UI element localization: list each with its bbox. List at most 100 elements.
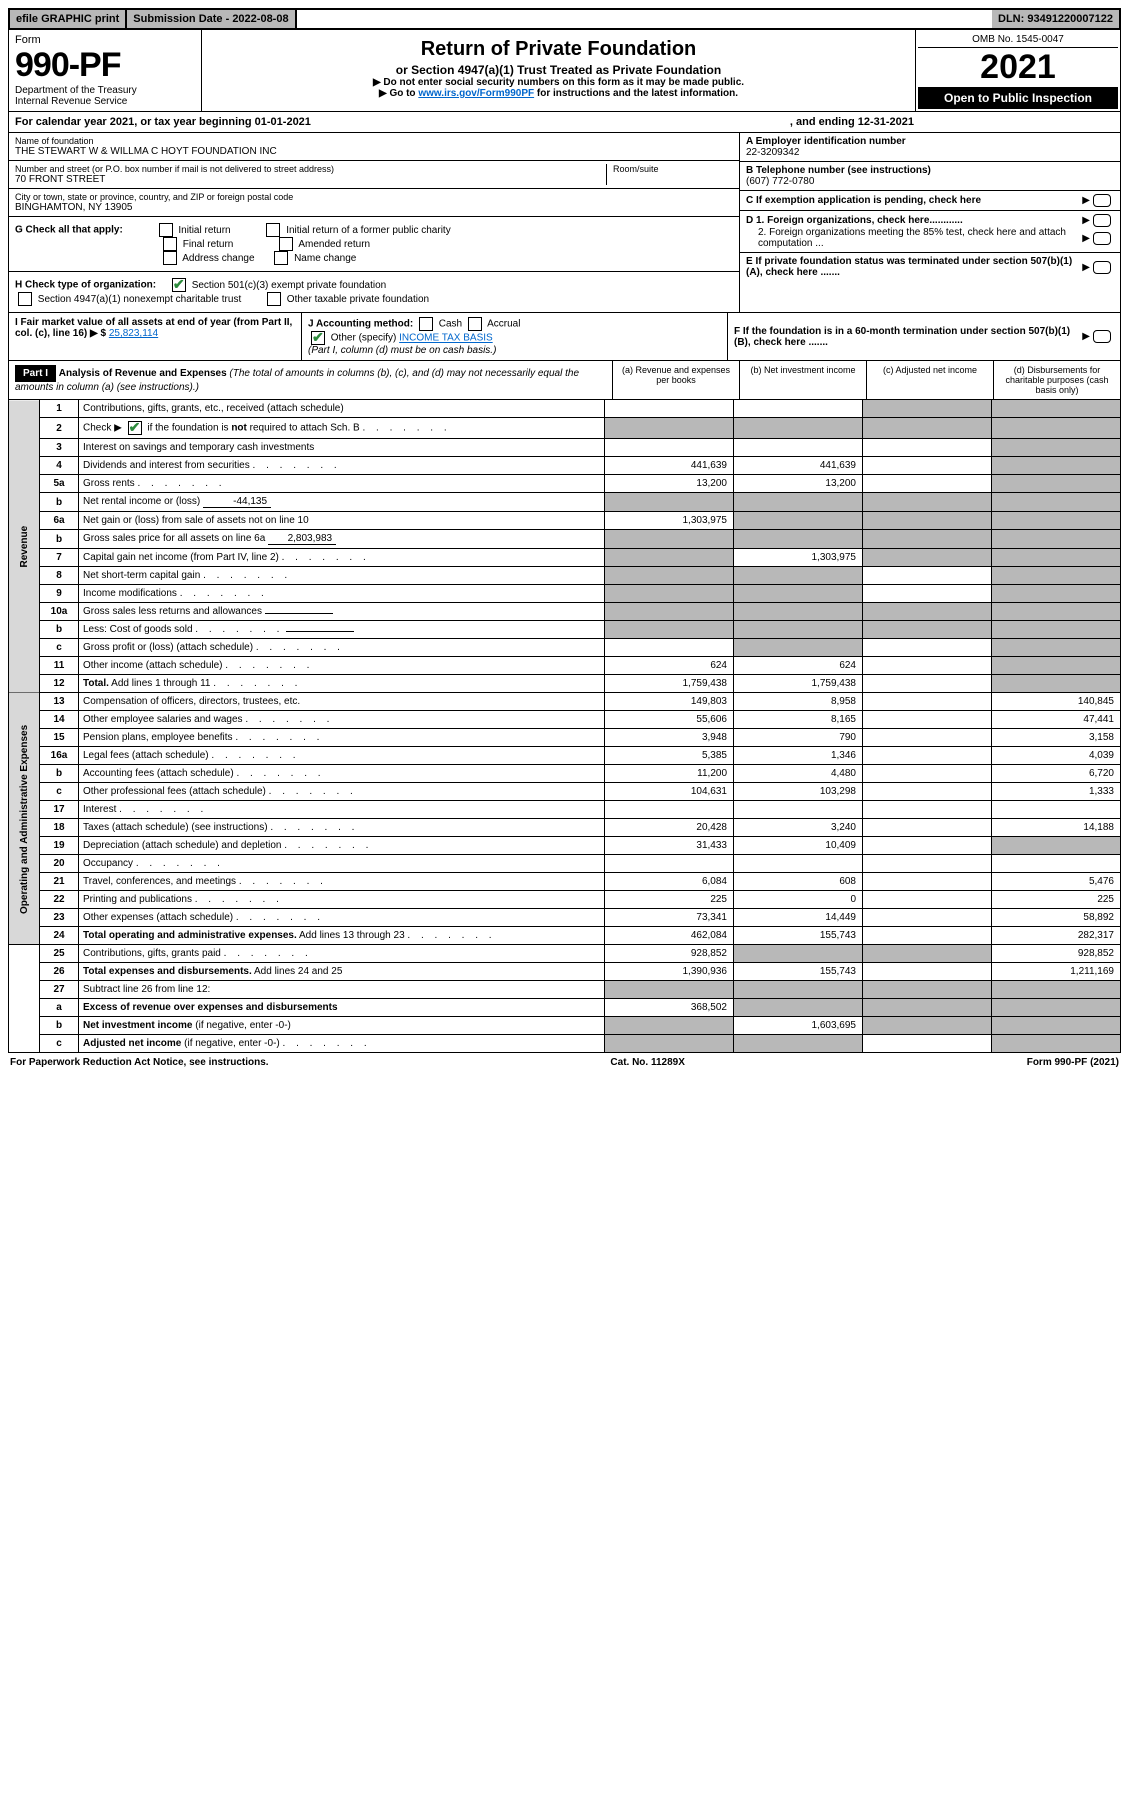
table-row: 16aLegal fees (attach schedule) . . . . …	[9, 747, 1121, 765]
amount-cell-a	[605, 1017, 734, 1035]
amount-cell-c	[863, 493, 992, 512]
line-label: Net short-term capital gain . . . . . . …	[79, 567, 605, 585]
line-label: Other income (attach schedule) . . . . .…	[79, 657, 605, 675]
table-row: 9Income modifications . . . . . . .	[9, 585, 1121, 603]
line-label: Net rental income or (loss) -44,135	[79, 493, 605, 512]
amount-cell-b	[734, 567, 863, 585]
table-row: 27Subtract line 26 from line 12:	[9, 981, 1121, 999]
amount-cell-b	[734, 945, 863, 963]
amount-cell-b: 155,743	[734, 927, 863, 945]
inline-amount: 2,803,983	[268, 533, 336, 545]
initial-return-checkbox[interactable]	[159, 223, 173, 237]
accrual-checkbox[interactable]	[468, 317, 482, 331]
line-label: Dividends and interest from securities .…	[79, 457, 605, 475]
amount-cell-b	[734, 855, 863, 873]
amount-cell-b	[734, 418, 863, 439]
section-501c3-checkbox[interactable]	[172, 278, 186, 292]
c-checkbox[interactable]	[1093, 194, 1111, 207]
irs-link[interactable]: www.irs.gov/Form990PF	[418, 88, 534, 99]
d1-checkbox[interactable]	[1093, 214, 1111, 227]
amount-cell-a: 104,631	[605, 783, 734, 801]
amount-cell-c	[863, 711, 992, 729]
line-label: Adjusted net income (if negative, enter …	[79, 1035, 605, 1053]
table-row: 23Other expenses (attach schedule) . . .…	[9, 909, 1121, 927]
j-note: (Part I, column (d) must be on cash basi…	[308, 345, 496, 356]
address-change-checkbox[interactable]	[163, 251, 177, 265]
part-1-badge: Part I	[15, 365, 56, 382]
line-label: Interest on savings and temporary cash i…	[79, 439, 605, 457]
inspection-badge: Open to Public Inspection	[918, 87, 1118, 109]
amount-cell-c	[863, 855, 992, 873]
table-row: bNet investment income (if negative, ent…	[9, 1017, 1121, 1035]
line-number: b	[40, 621, 79, 639]
table-row: 10aGross sales less returns and allowanc…	[9, 603, 1121, 621]
line-number: 15	[40, 729, 79, 747]
other-method-value[interactable]: INCOME TAX BASIS	[399, 333, 493, 344]
initial-former-checkbox[interactable]	[266, 223, 280, 237]
amount-cell-a: 6,084	[605, 873, 734, 891]
amount-cell-c	[863, 675, 992, 693]
line-number: 10a	[40, 603, 79, 621]
city-state-zip: BINGHAMTON, NY 13905	[15, 202, 733, 213]
amount-cell-b	[734, 585, 863, 603]
fmv-value[interactable]: 25,823,114	[109, 328, 158, 339]
table-row: bNet rental income or (loss) -44,135	[9, 493, 1121, 512]
amount-cell-c	[863, 999, 992, 1017]
ein-value: 22-3209342	[746, 147, 1114, 158]
amount-cell-b: 103,298	[734, 783, 863, 801]
form-word: Form	[15, 34, 195, 46]
i-j-f-row: I Fair market value of all assets at end…	[8, 313, 1121, 361]
table-row: 6aNet gain or (loss) from sale of assets…	[9, 512, 1121, 530]
section-4947-checkbox[interactable]	[18, 292, 32, 306]
amount-cell-a: 441,639	[605, 457, 734, 475]
line-number: 20	[40, 855, 79, 873]
f-checkbox[interactable]	[1093, 330, 1111, 343]
amount-cell-b: 3,240	[734, 819, 863, 837]
analysis-table: Revenue1Contributions, gifts, grants, et…	[8, 400, 1121, 1053]
amount-cell-b: 0	[734, 891, 863, 909]
line-number: 26	[40, 963, 79, 981]
other-taxable-checkbox[interactable]	[267, 292, 281, 306]
line-label: Less: Cost of goods sold . . . . . . .	[79, 621, 605, 639]
amount-cell-a	[605, 493, 734, 512]
amount-cell-b	[734, 1035, 863, 1053]
line-number: 14	[40, 711, 79, 729]
e-checkbox[interactable]	[1093, 261, 1111, 274]
part-1-header-row: Part I Analysis of Revenue and Expenses …	[8, 361, 1121, 400]
table-row: 5aGross rents . . . . . . .13,20013,200	[9, 475, 1121, 493]
page-footer: For Paperwork Reduction Act Notice, see …	[8, 1053, 1121, 1072]
line-label: Other employee salaries and wages . . . …	[79, 711, 605, 729]
table-row: 2Check ▶ if the foundation is not requir…	[9, 418, 1121, 439]
amount-cell-b: 1,603,695	[734, 1017, 863, 1035]
amount-cell-b: 1,346	[734, 747, 863, 765]
amount-cell-d: 47,441	[992, 711, 1121, 729]
table-row: Revenue1Contributions, gifts, grants, et…	[9, 400, 1121, 418]
amount-cell-d	[992, 603, 1121, 621]
line-number: 17	[40, 801, 79, 819]
final-return-checkbox[interactable]	[163, 237, 177, 251]
line-number: 2	[40, 418, 79, 439]
amended-return-checkbox[interactable]	[279, 237, 293, 251]
amount-cell-d: 3,158	[992, 729, 1121, 747]
amount-cell-b	[734, 493, 863, 512]
amount-cell-a	[605, 400, 734, 418]
line-label: Income modifications . . . . . . .	[79, 585, 605, 603]
table-row: 26Total expenses and disbursements. Add …	[9, 963, 1121, 981]
col-b-header: (b) Net investment income	[739, 361, 866, 399]
schedule-b-checkbox[interactable]	[128, 421, 142, 435]
table-row: 8Net short-term capital gain . . . . . .…	[9, 567, 1121, 585]
amount-cell-d	[992, 1035, 1121, 1053]
other-method-checkbox[interactable]	[311, 331, 325, 345]
d2-checkbox[interactable]	[1093, 232, 1111, 245]
phone-value: (607) 772-0780	[746, 176, 1114, 187]
amount-cell-a: 11,200	[605, 765, 734, 783]
amount-cell-c	[863, 963, 992, 981]
name-change-checkbox[interactable]	[274, 251, 288, 265]
part-1-desc: Part I Analysis of Revenue and Expenses …	[9, 361, 612, 399]
amount-cell-a: 3,948	[605, 729, 734, 747]
line-number: c	[40, 639, 79, 657]
amount-cell-a: 928,852	[605, 945, 734, 963]
amount-cell-d: 58,892	[992, 909, 1121, 927]
col-a-header: (a) Revenue and expenses per books	[612, 361, 739, 399]
cash-checkbox[interactable]	[419, 317, 433, 331]
